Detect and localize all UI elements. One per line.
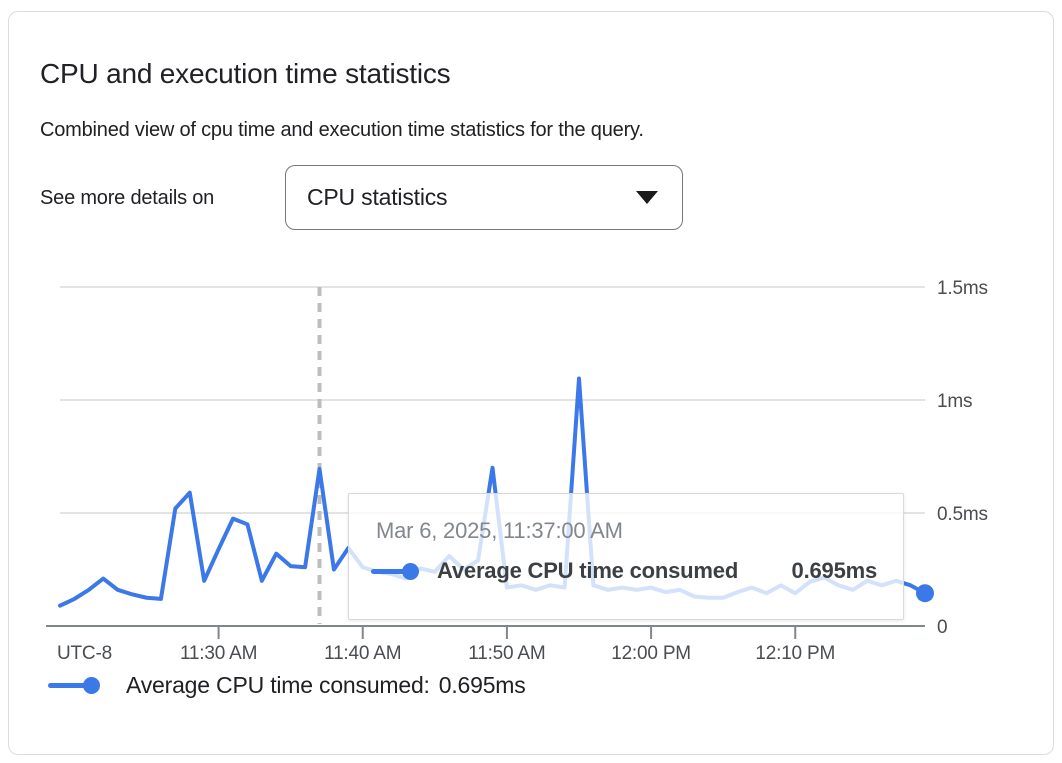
- statistics-dropdown-value: CPU statistics: [307, 184, 448, 210]
- chart-tooltip: Mar 6, 2025, 11:37:00 AM Average CPU tim…: [348, 493, 904, 620]
- legend-line-dot-icon: [48, 677, 100, 694]
- statistics-card: [8, 11, 1054, 755]
- x-tick-label: 11:40 AM: [324, 643, 401, 664]
- y-tick-label: 0.5ms: [937, 504, 988, 525]
- page-subtitle: Combined view of cpu time and execution …: [40, 119, 644, 141]
- legend-label: Average CPU time consumed:: [126, 672, 430, 698]
- series-line-dot-icon: [371, 562, 419, 580]
- tooltip-series-row: Average CPU time consumed 0.695ms: [371, 558, 903, 584]
- y-tick-label: 1.5ms: [937, 278, 988, 299]
- page-title: CPU and execution time statistics: [40, 58, 451, 89]
- tooltip-series-value: 0.695ms: [791, 558, 878, 583]
- x-tick-label: 12:10 PM: [755, 643, 835, 664]
- series-end-point-dot: [916, 584, 934, 603]
- timezone-label: UTC-8: [57, 643, 112, 664]
- y-tick-label: 0: [937, 617, 947, 638]
- statistics-dropdown[interactable]: CPU statistics: [285, 165, 683, 230]
- x-tick-label: 11:30 AM: [180, 643, 257, 664]
- legend-value: 0.695ms: [438, 672, 526, 698]
- details-selector-label: See more details on: [40, 186, 215, 209]
- y-tick-label: 1ms: [937, 391, 972, 412]
- chart-legend-item[interactable]: Average CPU time consumed: 0.695ms: [48, 672, 526, 699]
- dropdown-caret-icon: [636, 191, 658, 204]
- tooltip-timestamp: Mar 6, 2025, 11:37:00 AM: [376, 518, 623, 543]
- details-selector-row: See more details on CPU statistics: [40, 164, 683, 232]
- x-tick-label: 11:50 AM: [468, 643, 545, 664]
- x-tick-label: 12:00 PM: [611, 643, 691, 664]
- tooltip-series-label: Average CPU time consumed: [437, 558, 739, 583]
